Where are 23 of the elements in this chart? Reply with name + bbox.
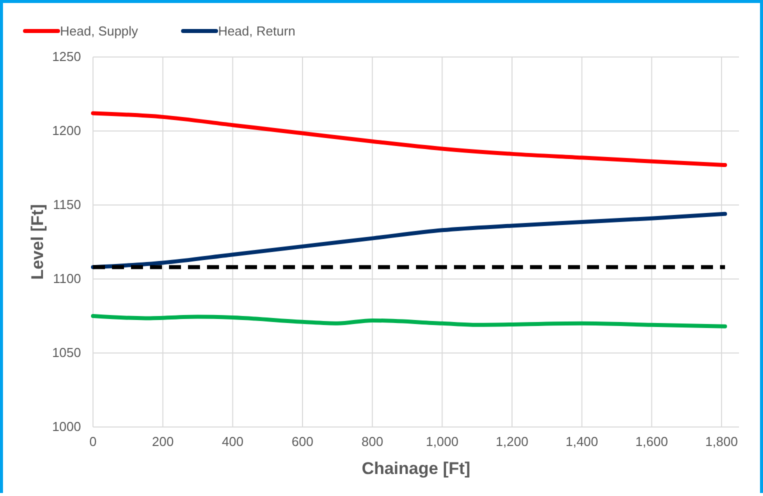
y-tick-label: 1250: [52, 49, 81, 64]
x-tick-label: 0: [89, 434, 97, 450]
y-axis-title: Level [Ft]: [28, 204, 47, 280]
y-tick-label: 1200: [52, 123, 81, 138]
x-tick-label: 1,400: [566, 434, 598, 450]
y-tick-label: 1100: [53, 271, 81, 286]
x-tick-label: 1,600: [635, 434, 668, 450]
x-tick-label: 1,000: [426, 434, 458, 450]
y-tick-label: 1150: [53, 197, 81, 212]
x-tick-label: 800: [362, 434, 384, 450]
legend-label: Head, Return: [218, 24, 296, 38]
x-tick-label: 200: [152, 434, 174, 450]
x-axis-title: Chainage [Ft]: [362, 459, 470, 478]
x-tick-label: 600: [292, 434, 314, 450]
y-tick-label: 1000: [52, 419, 81, 434]
line-series: [91, 111, 728, 168]
y-tick-label: 1050: [52, 345, 81, 360]
x-tick-label: 1,200: [496, 434, 528, 450]
line-series: [91, 314, 728, 328]
x-tick-label: 1,800: [705, 434, 738, 450]
legend-label: Head, Supply: [60, 24, 139, 38]
line-series: [91, 212, 728, 270]
x-tick-label: 400: [222, 434, 244, 450]
